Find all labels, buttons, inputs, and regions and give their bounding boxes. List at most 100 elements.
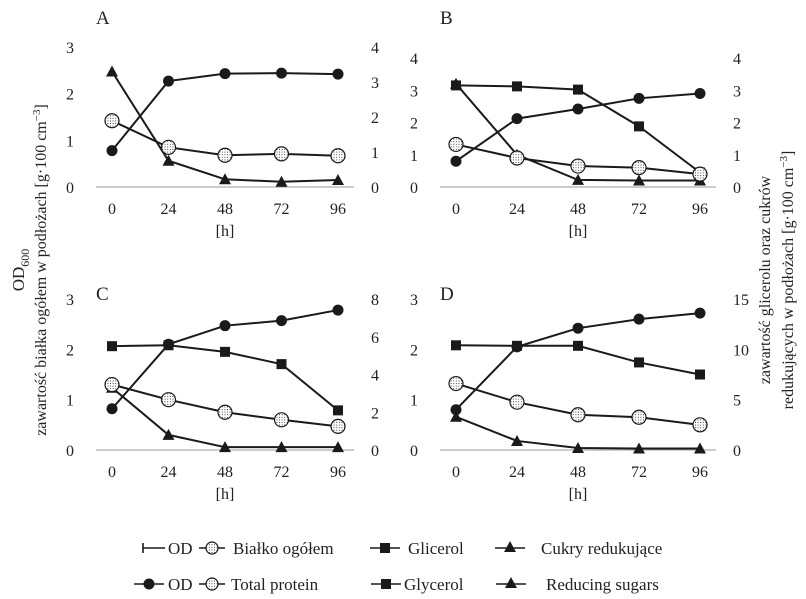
right-tick-label-b: 1 [733, 148, 741, 165]
point-protein-c [330, 418, 346, 434]
right-tick-label-c: 0 [371, 443, 379, 460]
right-tick-label-c: 8 [371, 292, 379, 309]
left-tick-label-a: 3 [66, 40, 74, 57]
panel-b: B 0 1 2 3 4 0 1 2 3 4 0 24 48 72 96 [h] [410, 8, 741, 240]
right-tick-label-c: 4 [371, 368, 379, 385]
point-glycerol-c [333, 405, 343, 416]
legend-pl-glycerol-marker [380, 543, 390, 553]
right-axis-title-line2: redukujących w podłożach [g·100 cm−3] [778, 151, 797, 410]
legend-en-glycerol: Glycerol [371, 575, 464, 594]
left-tick-label-c: 2 [66, 342, 74, 359]
right-axis-title-line1: zawartość glicerolu oraz cukrów [757, 175, 774, 384]
x-tick-label-a: 96 [330, 201, 346, 218]
x-axis-title-a: [h] [216, 223, 235, 240]
panel-d: D 0 1 2 3 0 5 10 15 0 24 48 72 96 [h] [410, 284, 749, 503]
right-tick-label-d: 10 [733, 342, 749, 359]
point-sugars-b [572, 173, 584, 185]
point-od-b [572, 103, 584, 115]
left-tick-label-b: 2 [410, 116, 418, 133]
point-od-c [163, 338, 174, 350]
left-tick-label-c: 1 [66, 393, 74, 410]
point-protein-b [570, 158, 586, 174]
right-tick-label-c: 6 [371, 330, 379, 347]
right-tick-label-a: 0 [371, 180, 379, 197]
point-protein-c [160, 392, 177, 408]
legend-pl-protein-label: Białko ogółem [233, 539, 334, 558]
legend-pl-sugars-label: Cukry redukujące [541, 539, 662, 558]
x-tick-label-d: 48 [570, 464, 586, 481]
point-protein-d [631, 409, 647, 425]
point-od-a [332, 68, 344, 80]
panel-a: A 0 1 2 3 0 1 2 3 4 0 24 48 72 96 [h] [66, 8, 379, 240]
point-protein-c [104, 376, 120, 393]
point-glycerol-b [512, 81, 522, 92]
point-protein-d [692, 417, 708, 433]
right-tick-label-b: 4 [733, 51, 741, 68]
left-tick-label-b: 1 [410, 148, 418, 165]
x-tick-label-c: 96 [330, 464, 346, 481]
x-axis-title-c: [h] [216, 486, 235, 503]
point-sugars-c [332, 441, 344, 453]
point-glycerol-d [573, 340, 583, 351]
series-line-sugars-a [111, 70, 339, 183]
right-tick-label-b: 0 [733, 180, 741, 197]
panel-label-c: C [96, 284, 109, 305]
x-tick-label-d: 24 [509, 464, 525, 481]
legend-pl-sugars-marker [504, 541, 516, 552]
legend-en-glycerol-marker [381, 579, 391, 589]
legend-en-protein: Total protein [199, 575, 319, 594]
point-sugars-d [694, 442, 706, 454]
left-axis-title-protein: zawartość białka ogółem w podłożach [g·1… [31, 104, 50, 436]
x-tick-label-a: 72 [274, 201, 290, 218]
point-protein-b [692, 166, 708, 182]
left-tick-label-a: 2 [66, 87, 74, 104]
point-sugars-c [219, 441, 231, 453]
legend-pl-protein-marker [205, 541, 219, 555]
right-tick-label-c: 2 [371, 405, 379, 422]
point-sugars-a [275, 175, 288, 187]
legend-pl-od-label: OD [168, 539, 193, 558]
legend-en-protein-marker [205, 577, 219, 591]
point-protein-a [273, 146, 290, 162]
left-tick-label-b: 0 [410, 180, 418, 197]
right-tick-label-a: 4 [371, 40, 379, 57]
point-od-d [511, 341, 523, 353]
point-protein-b [509, 150, 525, 166]
point-od-b [633, 92, 645, 104]
left-tick-label-c: 3 [66, 292, 74, 309]
point-od-a [276, 67, 287, 79]
point-od-a [106, 145, 118, 157]
left-tick-label-d: 2 [410, 342, 418, 359]
point-glycerol-d [695, 369, 705, 380]
point-od-a [163, 75, 174, 87]
x-tick-label-c: 72 [274, 464, 290, 481]
point-od-c [219, 320, 231, 332]
panel-label-d: D [440, 284, 454, 305]
legend-en-sugars-marker [505, 577, 517, 588]
point-sugars-a [219, 173, 231, 185]
right-tick-label-a: 2 [371, 110, 379, 127]
left-tick-label-a: 1 [66, 133, 74, 150]
point-sugars-a [332, 174, 344, 185]
point-od-d [694, 307, 706, 319]
right-tick-label-d: 15 [733, 292, 749, 309]
panel-label-a: A [96, 8, 110, 29]
point-od-d [572, 322, 584, 334]
point-glycerol-b [573, 84, 583, 95]
right-tick-label-d: 5 [733, 393, 741, 410]
legend-pl-glycerol: Glicerol [370, 539, 464, 558]
point-od-c [276, 315, 287, 327]
legend-en-glycerol-label: Glycerol [404, 575, 464, 594]
point-protein-c [217, 404, 233, 420]
point-glycerol-b [634, 121, 644, 132]
point-protein-a [104, 113, 120, 129]
left-tick-label-c: 0 [66, 443, 74, 460]
legend-en-sugars-label: Reducing sugars [546, 575, 659, 594]
x-tick-label-c: 48 [217, 464, 233, 481]
point-sugars-d [633, 442, 645, 454]
legend-en-sugars: Reducing sugars [496, 575, 659, 594]
legend-en-od: OD [134, 575, 193, 594]
point-protein-d [570, 407, 586, 423]
